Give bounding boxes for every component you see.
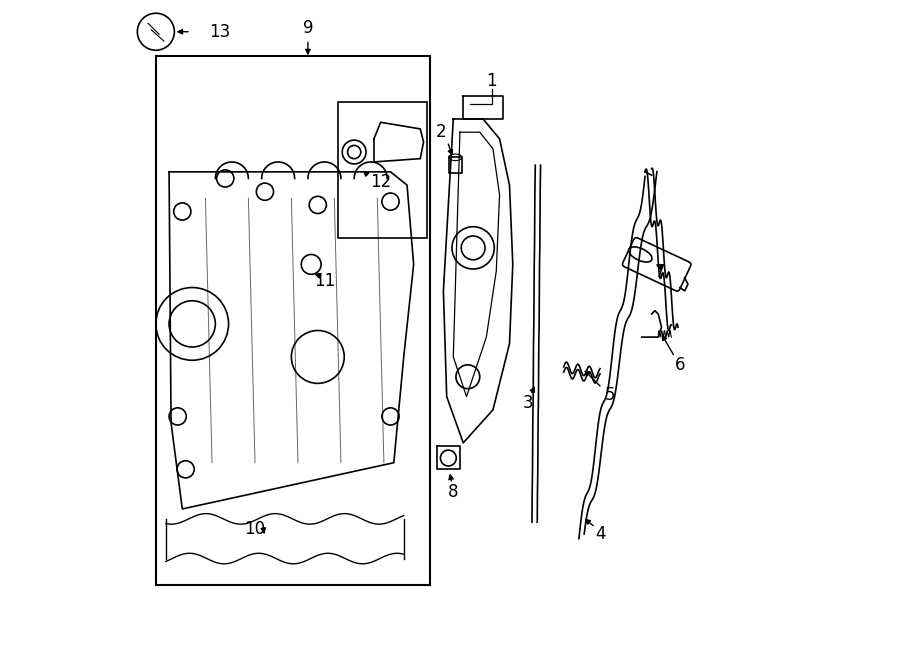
Text: 4: 4 [596,525,606,543]
Text: 8: 8 [448,483,459,502]
Bar [156,56,430,585]
Ellipse shape [629,247,652,262]
Text: 9: 9 [302,19,313,37]
Text: 3: 3 [523,394,534,412]
Text: 13: 13 [209,22,230,41]
Text: 11: 11 [314,272,335,290]
Text: 10: 10 [245,520,266,538]
Bar [338,102,427,238]
Text: 1: 1 [486,71,497,90]
Text: 2: 2 [436,123,446,141]
Text: 6: 6 [675,356,685,374]
Text: 12: 12 [370,173,392,191]
Text: 7: 7 [655,263,665,282]
Text: 5: 5 [605,386,616,405]
